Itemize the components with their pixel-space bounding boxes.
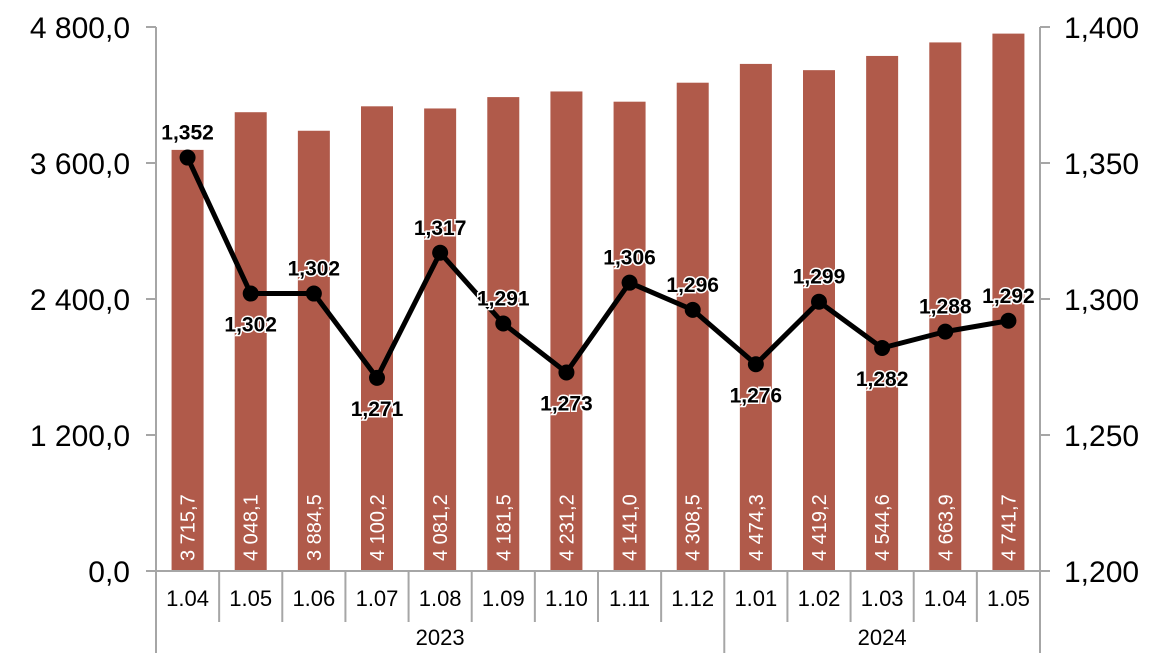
bar <box>992 33 1025 571</box>
rate-value-label: 1,352 <box>161 122 214 145</box>
category-label: 1.12 <box>671 586 714 611</box>
bar-value-label: 4 741,7 <box>998 494 1020 561</box>
category-label: 1.02 <box>798 586 841 611</box>
rate-value-label: 1,288 <box>919 296 972 319</box>
rate-point <box>747 356 764 373</box>
category-label: 1.11 <box>609 586 650 611</box>
rate-value-label: 1,276 <box>730 384 783 407</box>
bar-value-label: 4 181,5 <box>493 494 515 561</box>
left-tick-label: 3 600,0 <box>30 148 130 181</box>
bar <box>424 108 457 572</box>
left-tick-label: 1 200,0 <box>30 420 130 453</box>
rate-value-label: 1,291 <box>477 287 530 310</box>
bar <box>613 101 646 571</box>
bar <box>676 82 709 571</box>
rate-value-label: 1,317 <box>414 217 467 240</box>
year-label: 2024 <box>858 625 907 650</box>
bars <box>171 33 1025 572</box>
bar-value-label: 4 081,2 <box>430 494 452 561</box>
rate-value-label: 1,271 <box>351 398 404 421</box>
rate-line-path <box>185 156 1009 381</box>
rate-point <box>242 285 259 302</box>
rate-point <box>874 339 891 356</box>
bar-value-label: 4 474,3 <box>746 494 768 561</box>
bar-value-label: 4 419,2 <box>809 494 831 561</box>
x-axis: 1.04 1.05 1.06 1.07 1.08 1.09 1.10 1.11 1.12 1.01… <box>155 570 1041 653</box>
rate-value-label: 1,302 <box>288 258 341 281</box>
bar-value-label: 4 100,2 <box>367 494 389 561</box>
rate-point <box>558 364 575 381</box>
bar <box>866 55 899 572</box>
bar <box>550 91 583 572</box>
rate-point <box>305 285 322 302</box>
category-label: 1.01 <box>734 586 777 611</box>
rate-point <box>1000 312 1017 329</box>
right-tick-label: 1,250 <box>1064 420 1139 453</box>
bar-labels: 3 715,7 4 048,1 3 884,5 4 100,2 4 081,2 4 181… <box>178 494 1021 561</box>
rate-point <box>621 274 638 291</box>
right-tick-label: 1,400 <box>1064 12 1139 45</box>
bar-value-label: 4 663,9 <box>935 494 957 561</box>
category-label: 1.09 <box>482 586 525 611</box>
axes: 0,0 1 200,0 2 400,0 3 600,0 4 800,0 1,200 1,25… <box>30 12 1139 589</box>
rate-point <box>495 315 512 332</box>
bar-value-label: 3 884,5 <box>304 494 326 561</box>
rate-point <box>369 369 385 386</box>
right-tick-label: 1,350 <box>1064 148 1139 181</box>
rate-value-label: 1,282 <box>856 368 909 391</box>
bar-value-label: 4 048,1 <box>241 494 263 561</box>
category-label: 1.06 <box>292 586 335 611</box>
bar-value-label: 4 544,6 <box>872 494 894 561</box>
bar <box>361 106 393 571</box>
bar-value-label: 4 141,0 <box>620 494 642 561</box>
category-label: 1.05 <box>229 586 272 611</box>
rate-value-label: 1,292 <box>982 285 1035 308</box>
left-tick-label: 0,0 <box>88 556 130 589</box>
rate-labels: 1,352 1,302 1,302 1,271 1,317 1,291 1,273 1,306… <box>160 120 1036 422</box>
bar <box>739 63 772 572</box>
rate-value-label: 1,306 <box>603 247 656 270</box>
rate-value-label: 1,296 <box>666 274 719 297</box>
rate-line <box>179 149 1017 386</box>
category-label: 1.07 <box>356 586 399 611</box>
year-label: 2023 <box>416 625 465 650</box>
bar-value-label: 4 231,2 <box>556 494 578 561</box>
bar-value-label: 3 715,7 <box>178 494 200 561</box>
left-tick-label: 2 400,0 <box>30 284 130 317</box>
bar <box>234 112 267 571</box>
category-label: 1.08 <box>419 586 462 611</box>
bar-value-label: 4 308,5 <box>683 494 705 561</box>
category-label: 1.04 <box>924 586 967 611</box>
bar <box>929 42 962 571</box>
category-label: 1.03 <box>861 586 904 611</box>
rate-point <box>432 244 449 261</box>
category-label: 1.04 <box>166 586 209 611</box>
right-tick-label: 1,300 <box>1064 284 1139 317</box>
rate-point <box>937 323 954 340</box>
rate-point <box>811 293 827 310</box>
bar <box>171 149 204 571</box>
rate-point <box>684 301 701 318</box>
rate-value-label: 1,273 <box>540 392 593 415</box>
right-tick-label: 1,200 <box>1064 556 1139 589</box>
bar <box>803 70 835 571</box>
bar <box>297 130 330 572</box>
category-label: 1.05 <box>987 586 1030 611</box>
category-label: 1.10 <box>545 586 588 611</box>
left-tick-label: 4 800,0 <box>30 12 130 45</box>
rate-value-label: 1,302 <box>224 314 277 337</box>
rate-value-label: 1,299 <box>793 266 846 289</box>
rate-point <box>179 149 196 166</box>
